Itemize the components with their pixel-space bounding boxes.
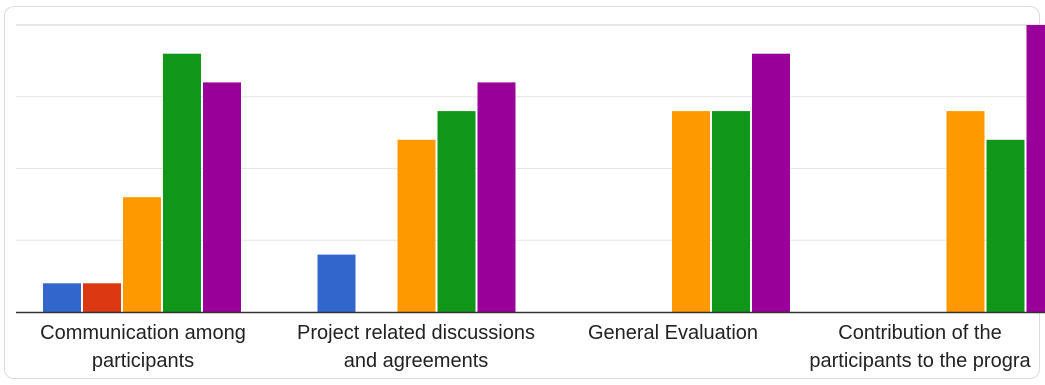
x-tick-label: participants — [92, 350, 194, 372]
bar — [83, 283, 121, 312]
bar — [397, 139, 436, 312]
x-tick-label: General Evaluation — [588, 322, 758, 344]
x-tick-label: Contribution of the — [838, 322, 1001, 344]
x-tick-label: and agreements — [344, 350, 489, 372]
bar — [203, 82, 241, 313]
bar — [946, 111, 985, 312]
x-tick-label: Project related discussions — [297, 322, 535, 344]
bar — [672, 111, 710, 312]
x-tick-label: participants to the progra — [809, 350, 1031, 372]
x-tick-label: Communication among — [40, 322, 246, 344]
bar — [43, 283, 81, 312]
bar — [752, 53, 790, 312]
bar — [437, 111, 476, 312]
bar — [317, 254, 356, 312]
bars — [43, 25, 1045, 313]
bar — [163, 53, 201, 312]
bar — [123, 197, 161, 312]
bar — [986, 139, 1025, 312]
bar — [1026, 25, 1045, 312]
bar — [712, 111, 750, 312]
category-labels: Communication among participants Project r… — [40, 322, 1031, 372]
bar — [477, 82, 516, 313]
